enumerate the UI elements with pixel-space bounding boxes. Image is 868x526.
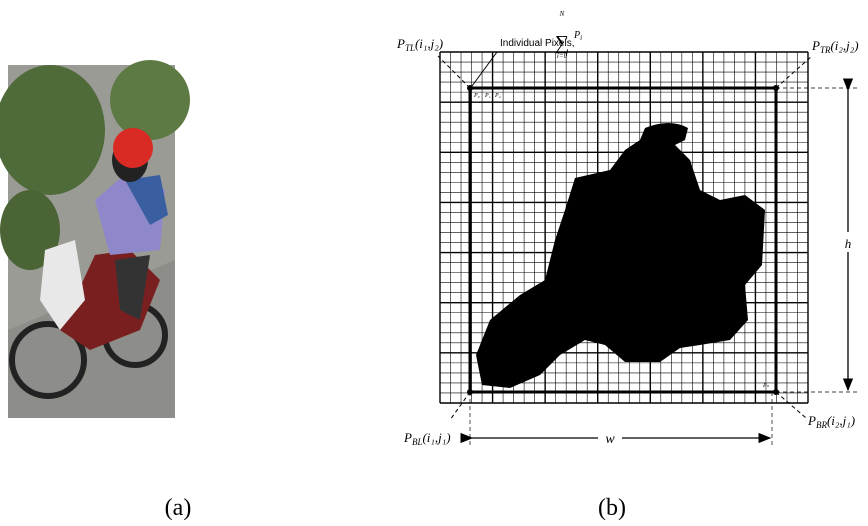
photo xyxy=(0,60,190,418)
width-label: w xyxy=(605,432,615,447)
sum-term: Pi xyxy=(573,30,582,42)
height-label: h xyxy=(845,236,852,251)
symbol: P xyxy=(403,430,412,445)
symbol: P xyxy=(807,413,816,428)
symbol: P xyxy=(396,36,405,51)
pixel-label: P₁ xyxy=(484,93,491,99)
sum-symbol: ∑ xyxy=(555,32,569,54)
subscript: BR xyxy=(816,420,827,430)
corner-label: PBR(i₂,j₁) xyxy=(807,413,855,430)
symbol: P xyxy=(811,38,820,53)
term-sub: i xyxy=(580,34,582,42)
pixel-label: P₀ xyxy=(473,93,480,99)
subscript: BL xyxy=(412,437,423,447)
pixel-label: P₂ xyxy=(494,93,501,99)
subscript: TL xyxy=(405,43,415,53)
coords: (i₂,j₂) xyxy=(830,38,858,53)
term: P xyxy=(573,30,580,41)
sum-lower: i=0 xyxy=(557,52,568,60)
sum-upper: N xyxy=(559,10,565,18)
corner-label: PTR(i₂,j₂) xyxy=(811,38,859,55)
object-silhouette xyxy=(476,123,765,388)
pixel-label: Pₙ xyxy=(762,383,770,389)
coords: (i₂,j₁) xyxy=(827,413,855,428)
corner-label: PBL(i₁,j₁) xyxy=(403,430,451,447)
coords: (i₁,j₂) xyxy=(415,36,443,51)
panel-label: (a) xyxy=(165,495,192,521)
panel-label: (b) xyxy=(598,495,626,521)
figure: h w PTL(i₁,j₂) PTR(i₂,j₂) PBL(i₁,j₁) PBR… xyxy=(0,0,868,526)
subscript: TR xyxy=(820,45,831,55)
coords: (i₁,j₁) xyxy=(422,430,450,445)
corner-label: PTL(i₁,j₂) xyxy=(396,36,443,53)
